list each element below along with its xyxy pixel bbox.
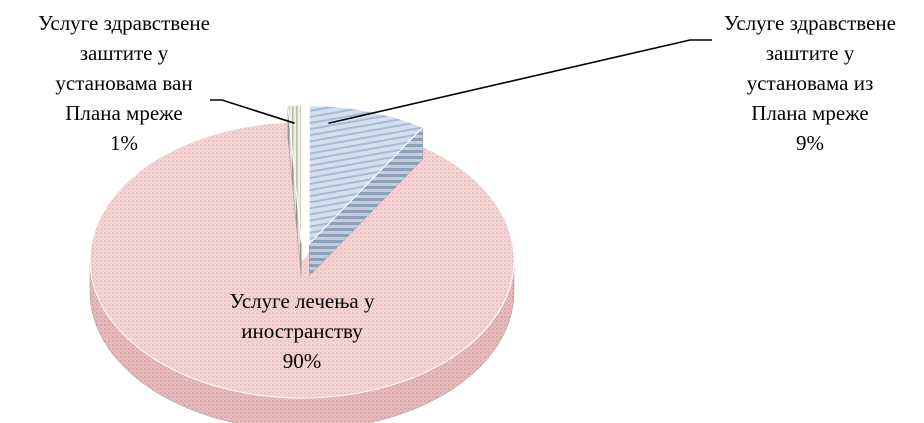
slice-name-line: иностранству (241, 319, 363, 343)
slice-percent-label: 1% (110, 131, 138, 155)
leader-line-slice-3 (210, 99, 295, 124)
pie-slice-top (287, 104, 302, 244)
slice-name-line: заштите у (80, 41, 169, 65)
slice-name-line: Плана мреже (751, 101, 868, 125)
slice-name-line: Услуге здравствене (724, 11, 896, 35)
slice-name-line: установама ван (55, 71, 192, 95)
pie-slice (89, 121, 515, 423)
slice-name-line: заштите у (766, 41, 855, 65)
pie-slice (287, 104, 302, 276)
slice-percent-label: 9% (796, 131, 824, 155)
slice-name-line: Услуге лечења у (230, 289, 375, 313)
slice-name-line: Услуге здравствене (38, 11, 210, 35)
pie-slice (308, 105, 424, 277)
slice-label: Услуге здравствене заштите у установама ва… (38, 11, 210, 155)
slice-percent-label: 90% (283, 349, 322, 373)
slice-label: Услуге здравствене заштите у установама из… (724, 11, 896, 155)
leader-line-slice-1 (328, 39, 712, 125)
slice-name-line: установама из (747, 71, 874, 95)
pie-slice-top (308, 105, 424, 246)
pie-slice-top (89, 121, 515, 399)
slice-label: Услуге лечења у иностранству 90% (230, 289, 375, 373)
slice-name-line: Плана мреже (65, 101, 182, 125)
